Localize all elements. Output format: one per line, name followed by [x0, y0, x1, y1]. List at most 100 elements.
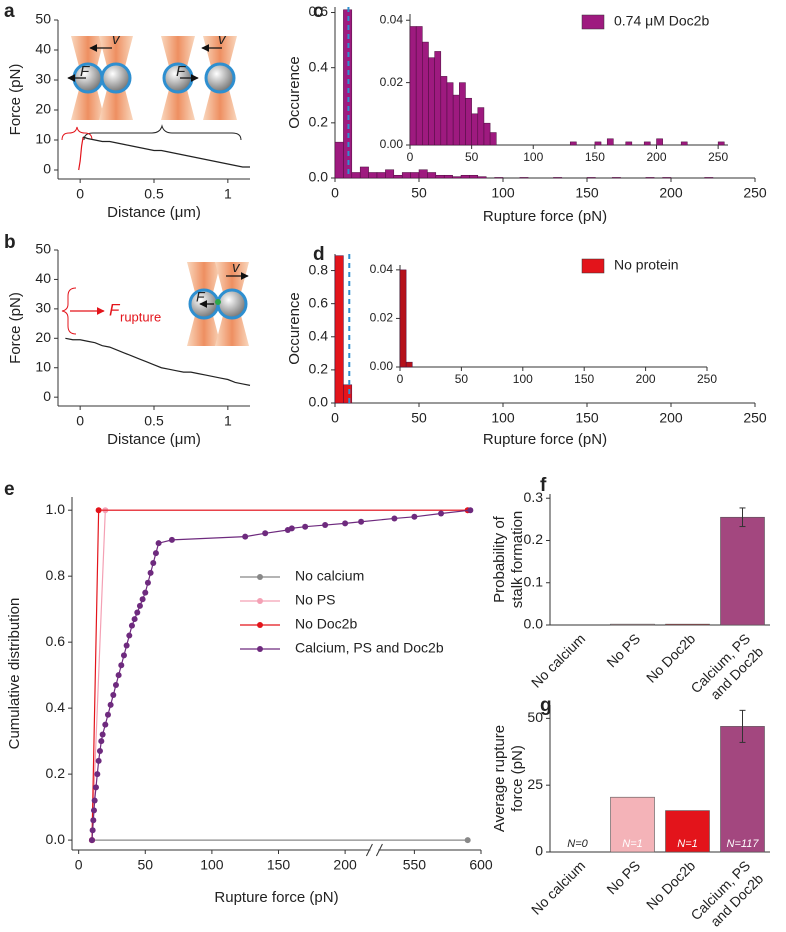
count-label: N=0	[567, 838, 588, 850]
panel-label: c	[313, 1, 324, 22]
y-axis-label: Force (pN)	[7, 292, 24, 364]
legend-marker	[257, 598, 263, 604]
y-axis-label: stalk formation	[509, 511, 526, 609]
legend-marker	[257, 646, 263, 652]
data-point	[112, 682, 119, 689]
y-tick-label: 20	[35, 329, 51, 345]
histogram-bar	[471, 113, 479, 146]
y-tick-label: 0.00	[380, 137, 404, 151]
data-point	[110, 691, 117, 698]
annotation: F	[196, 289, 206, 305]
y-tick-label: 30	[35, 71, 51, 87]
legend-label: No Doc2b	[295, 616, 357, 632]
histogram-bar	[359, 166, 369, 179]
data-point	[142, 589, 149, 596]
histogram-bar	[452, 94, 460, 146]
data-point	[288, 525, 295, 532]
data-point	[92, 784, 99, 791]
y-tick-label: 0.0	[46, 831, 66, 847]
histogram-bar	[409, 26, 417, 146]
data-point	[322, 522, 329, 529]
data-point	[96, 748, 103, 755]
data-point	[88, 837, 95, 844]
x-tick-label: 100	[491, 410, 515, 426]
y-tick-label: 0.6	[309, 3, 329, 19]
x-tick-label: 200	[659, 410, 683, 426]
histogram-bar	[351, 172, 361, 179]
annotation: rupture	[120, 309, 161, 324]
count-label: N=1	[677, 838, 698, 850]
histogram-bar	[405, 361, 413, 368]
panel-label: e	[4, 479, 15, 500]
x-tick-label: 1	[224, 413, 232, 429]
x-tick-label: 50	[411, 410, 427, 426]
x-tick-label: No Doc2b	[643, 630, 698, 685]
data-line	[91, 509, 471, 841]
x-tick-label: 250	[697, 372, 717, 386]
histogram-bar	[334, 255, 344, 404]
x-tick-label: 0	[407, 150, 414, 164]
data-point	[150, 559, 157, 566]
bar	[720, 726, 765, 853]
annotation: v	[112, 31, 121, 48]
x-tick-label: 200	[636, 372, 656, 386]
y-tick-label: 0.2	[524, 531, 544, 547]
y-tick-label: 50	[527, 709, 543, 725]
panel-label: b	[4, 232, 16, 253]
x-tick-label: 100	[200, 857, 224, 873]
legend-swatch	[581, 258, 605, 274]
histogram-bar	[401, 172, 411, 179]
legend-swatch	[581, 14, 605, 30]
panel-label: g	[540, 695, 552, 716]
x-tick-label: 600	[469, 857, 493, 873]
histogram-bar	[477, 176, 487, 179]
x-axis-label: Distance (μm)	[107, 204, 201, 221]
data-point	[131, 616, 138, 623]
histogram-bar	[446, 82, 454, 146]
panel-label: a	[4, 1, 15, 22]
histogram-bar	[586, 177, 596, 179]
x-tick-label: 50	[465, 150, 479, 164]
trap-illustration: v F v F	[61, 31, 242, 141]
histogram-bar	[569, 141, 577, 146]
data-point	[90, 807, 97, 814]
histogram-bar	[704, 177, 714, 179]
x-tick-label: 0	[75, 857, 83, 873]
x-tick-label: 50	[455, 372, 469, 386]
annotation: v	[218, 31, 227, 48]
histogram-bar	[656, 138, 663, 146]
y-axis-label: Average rupture	[491, 725, 508, 832]
data-point	[98, 738, 105, 745]
y-tick-label: 0.4	[309, 58, 329, 74]
x-axis-label: Distance (μm)	[107, 431, 201, 448]
histogram-bar	[519, 177, 529, 179]
legend-label: Calcium, PS and Doc2b	[295, 640, 444, 656]
annotation: F	[176, 63, 186, 80]
y-axis-label: Occurence	[286, 56, 303, 129]
y-tick-label: 0	[43, 161, 51, 177]
histogram-bar	[443, 174, 453, 179]
data-point	[94, 771, 101, 778]
bar	[610, 623, 655, 626]
data-point	[342, 520, 349, 527]
y-tick-label: 0.00	[370, 359, 394, 373]
x-tick-label: 1	[224, 186, 232, 202]
x-tick-label: No calcium	[528, 857, 588, 917]
x-tick-label: 250	[743, 185, 767, 201]
data-point	[115, 672, 122, 679]
x-tick-label: No PS	[603, 857, 643, 897]
x-tick-label: 0	[397, 372, 404, 386]
y-tick-label: 50	[35, 241, 51, 257]
x-tick-label: 200	[646, 150, 666, 164]
y-tick-label: 0	[535, 843, 543, 859]
count-label: N=1	[622, 838, 643, 850]
data-point	[89, 827, 96, 834]
y-tick-label: 40	[35, 41, 51, 57]
x-tick-label: 0	[76, 186, 84, 202]
y-tick-label: 0.2	[309, 361, 329, 377]
legend-label: No PS	[295, 592, 335, 608]
panel-label: d	[313, 244, 325, 265]
data-point	[90, 817, 97, 824]
y-tick-label: 20	[35, 101, 51, 117]
data-point	[123, 642, 130, 649]
